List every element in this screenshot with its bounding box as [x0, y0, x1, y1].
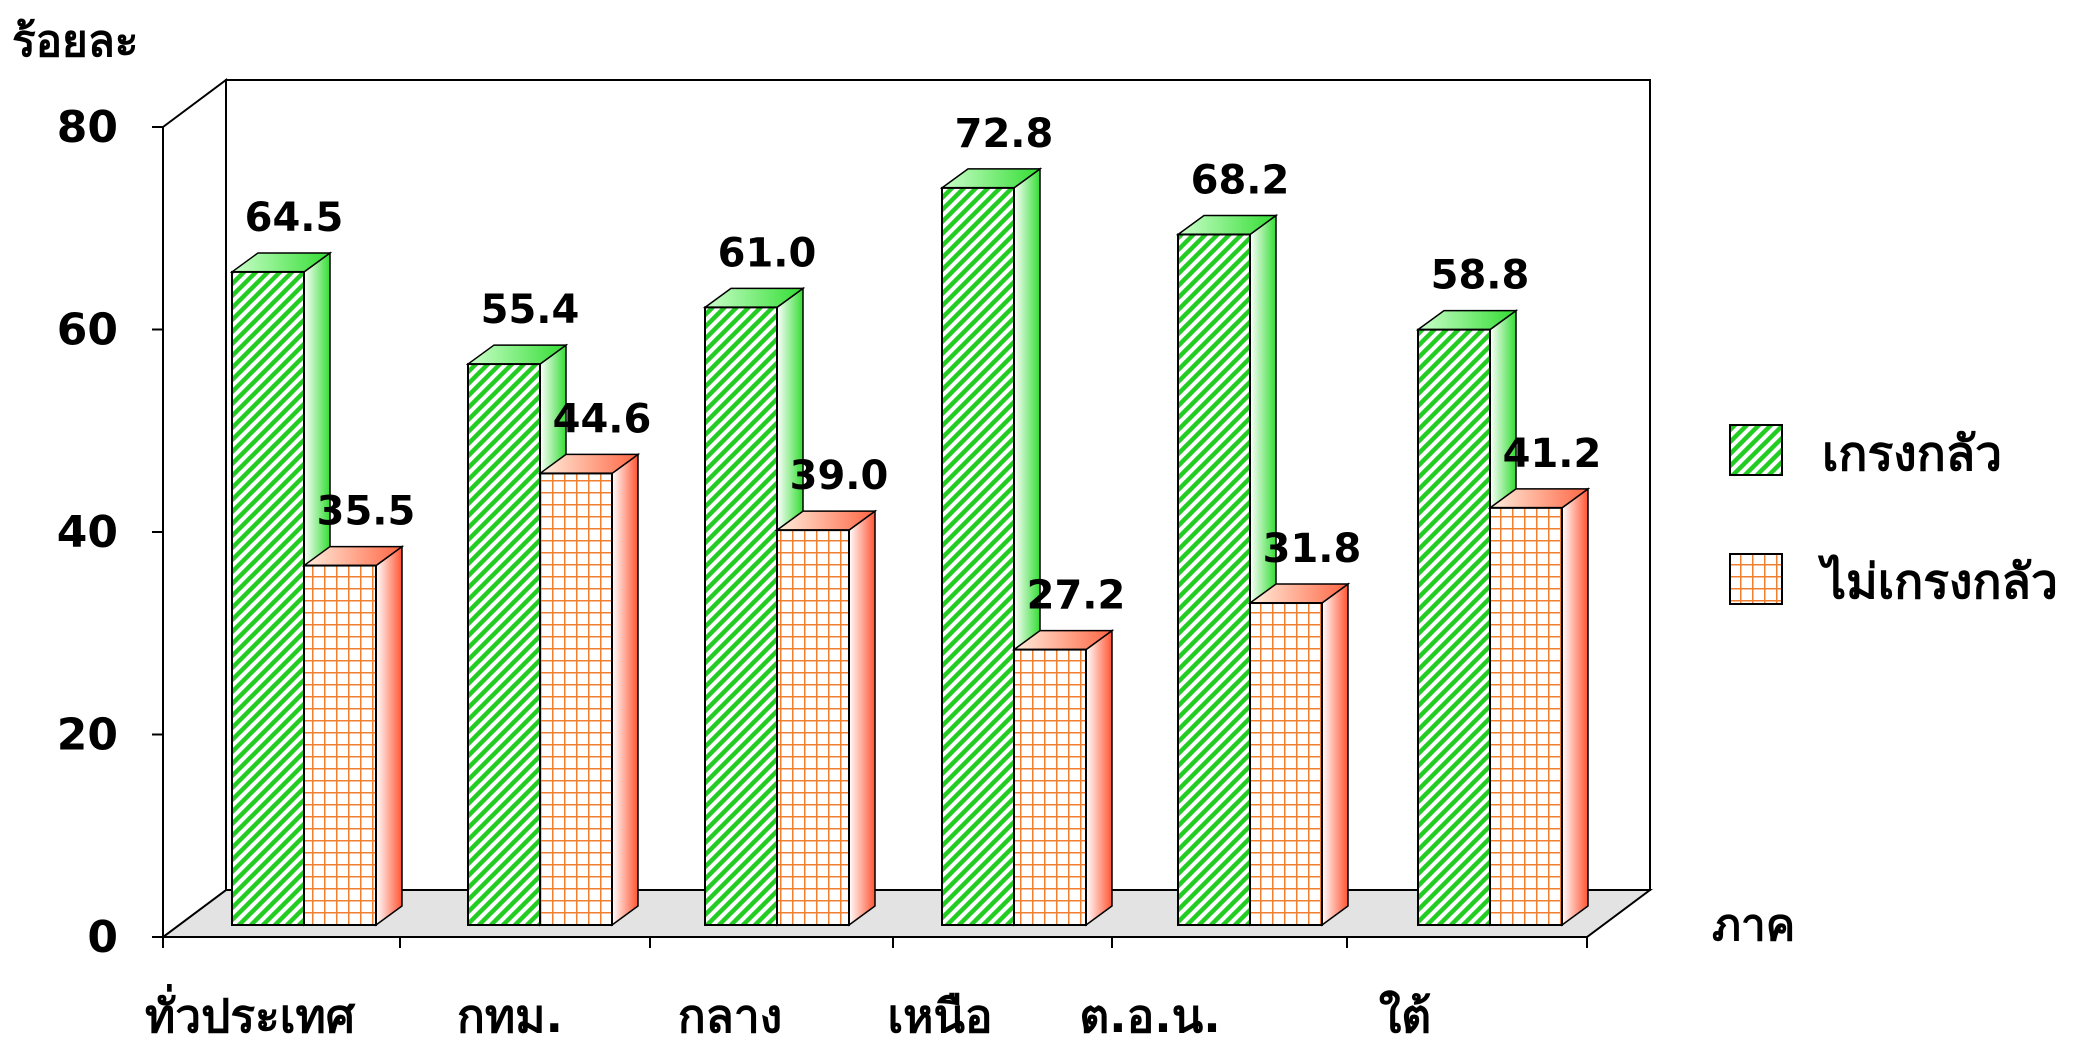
bar-value-label: 72.8 — [955, 111, 1054, 157]
bar-front-face — [704, 306, 778, 926]
bar-side-face — [1561, 487, 1589, 927]
bar-side-face — [375, 545, 403, 927]
category-labels-group: ทั่วประเทศ กทม. กลาง เหนือ ต.อ.น. ใต้ — [145, 984, 1431, 1042]
category-label: ทั่วประเทศ — [145, 984, 356, 1037]
bar-front-face — [231, 270, 305, 926]
bar-front-face — [539, 472, 613, 926]
bar-value-label: 55.4 — [481, 287, 580, 333]
legend-label-mai-kreng-klua: ไม่เกรงกลัว — [1817, 553, 2058, 610]
y-tick-label: 20 — [57, 710, 118, 761]
bar-front-face — [467, 363, 541, 926]
y-tick-label: 0 — [87, 912, 118, 963]
bar-side-face — [1085, 629, 1113, 927]
bar-value-label: 27.2 — [1027, 573, 1126, 619]
value-labels-group: 64.5 35.5 55.4 44.6 61.0 39.0 72.8 27.2 68.2 31.8… — [245, 111, 1602, 619]
bar-value-label: 58.8 — [1431, 253, 1530, 299]
bar-mai-kreng-klua — [301, 545, 405, 927]
bar-value-label: 61.0 — [718, 230, 817, 276]
x-axis-title: ภาค — [1712, 900, 1795, 951]
bar-value-label: 41.2 — [1503, 431, 1602, 477]
bar-mai-kreng-klua — [1011, 629, 1115, 927]
category-label: ต.อ.น. — [1079, 989, 1220, 1037]
legend-label-kreng-klua: เกรงกลัว — [1822, 426, 2002, 482]
bar-value-label: 64.5 — [245, 195, 344, 241]
category-label: ใต้ — [1379, 989, 1431, 1037]
bar-side-face — [1321, 582, 1349, 927]
y-tick-label: 40 — [57, 507, 118, 558]
category-label: เหนือ — [887, 989, 992, 1037]
bar-value-label: 31.8 — [1263, 526, 1362, 572]
bar-value-label: 68.2 — [1191, 157, 1290, 203]
bar-kreng-klua — [229, 251, 333, 927]
legend: เกรงกลัว ไม่เกรงกลัว — [1729, 424, 2058, 610]
y-tick-label: 80 — [57, 102, 118, 153]
y-tick-label: 60 — [57, 305, 118, 356]
y-axis-ticks: 0 20 40 60 80 — [57, 102, 163, 963]
bar-mai-kreng-klua — [1247, 582, 1351, 927]
bar-front-face — [303, 564, 377, 926]
bar-value-label: 35.5 — [317, 489, 416, 535]
chart-side-wall — [162, 78, 227, 939]
bar-side-face — [611, 452, 639, 927]
bar-front-face — [1489, 506, 1563, 926]
bar-front-face — [1013, 648, 1087, 926]
bar-front-face — [776, 529, 850, 926]
x-axis-ticks — [162, 937, 1588, 948]
bars-group — [229, 167, 1591, 927]
bar-mai-kreng-klua — [774, 509, 878, 927]
bar-mai-kreng-klua — [1487, 487, 1591, 927]
bar-side-face — [848, 509, 876, 927]
y-axis-title: ร้อยละ — [12, 16, 138, 67]
bar-mai-kreng-klua — [537, 452, 641, 927]
category-label: กลาง — [678, 989, 782, 1037]
bar-value-label: 39.0 — [790, 453, 889, 499]
legend-swatch-kreng-klua — [1729, 424, 1783, 476]
bar-front-face — [941, 186, 1015, 926]
category-label: กทม. — [457, 989, 563, 1037]
bar-front-face — [1177, 233, 1251, 927]
bar-front-face — [1417, 328, 1491, 926]
bar-front-face — [1249, 602, 1323, 927]
bar-value-label: 44.6 — [553, 396, 652, 442]
legend-swatch-mai-kreng-klua — [1729, 553, 1783, 605]
